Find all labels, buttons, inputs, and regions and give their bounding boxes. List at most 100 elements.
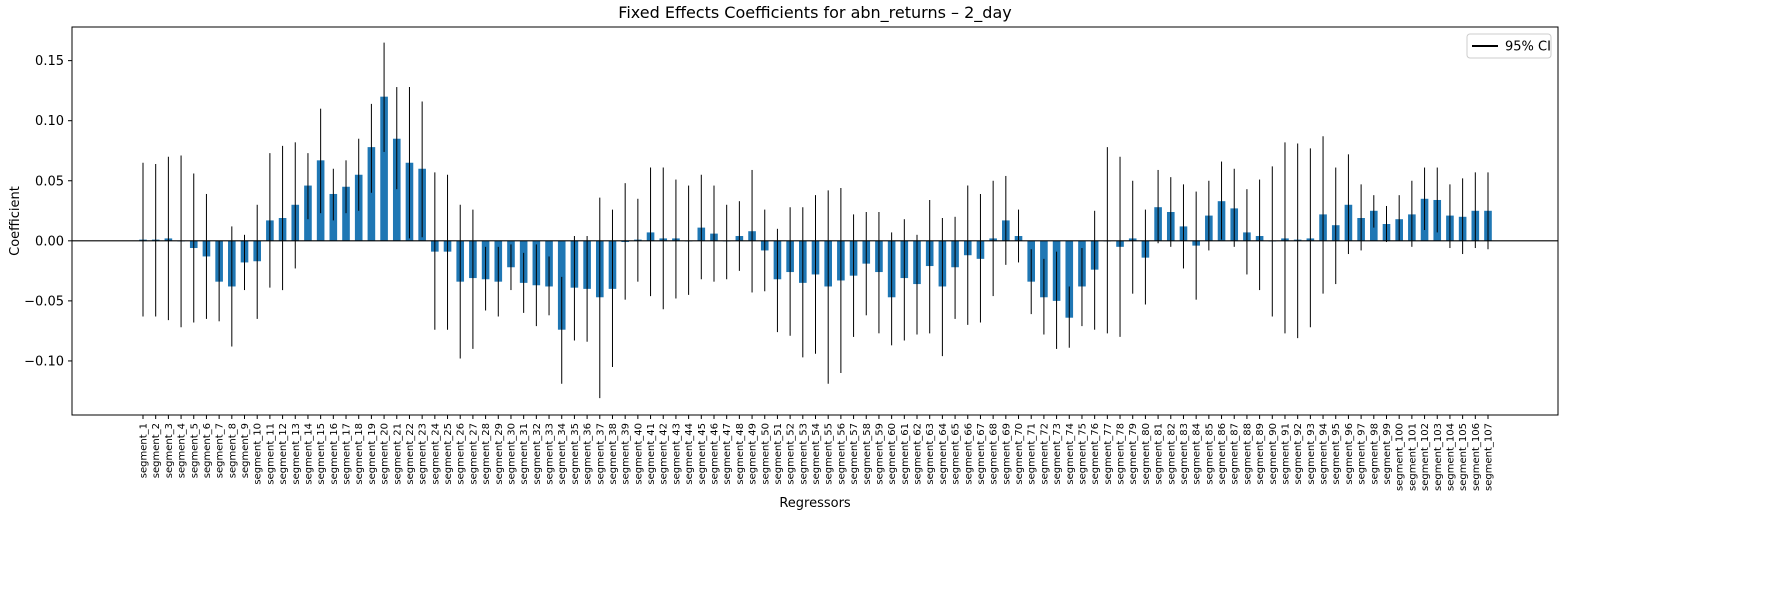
x-tick-label-segment_50: segment_50 xyxy=(760,423,771,485)
x-tick-label-segment_7: segment_7 xyxy=(215,423,226,478)
x-tick-label-segment_9: segment_9 xyxy=(240,423,251,478)
x-tick-label-segment_37: segment_37 xyxy=(595,423,606,485)
x-tick-label-segment_43: segment_43 xyxy=(671,423,682,485)
x-tick-label-segment_100: segment_100 xyxy=(1395,423,1406,491)
x-tick-label-segment_58: segment_58 xyxy=(862,423,873,485)
x-tick-label-segment_82: segment_82 xyxy=(1166,423,1177,485)
x-tick-label-segment_11: segment_11 xyxy=(265,423,276,485)
x-axis-ticks: segment_1 segment_2 segment_3 segment_4 segm… xyxy=(139,415,1495,491)
x-tick-label-segment_75: segment_75 xyxy=(1077,423,1088,485)
x-tick-label-segment_40: segment_40 xyxy=(633,423,644,485)
x-tick-label-segment_63: segment_63 xyxy=(925,423,936,485)
x-tick-label-segment_51: segment_51 xyxy=(773,423,784,485)
x-tick-label-segment_26: segment_26 xyxy=(456,423,467,485)
y-tick-label: 0.05 xyxy=(35,174,64,189)
x-tick-label-segment_6: segment_6 xyxy=(202,423,213,478)
legend-label-ci: 95% CI xyxy=(1505,40,1551,55)
x-tick-label-segment_16: segment_16 xyxy=(329,423,340,485)
x-tick-label-segment_47: segment_47 xyxy=(722,423,733,485)
x-tick-label-segment_34: segment_34 xyxy=(557,423,568,485)
x-tick-label-segment_8: segment_8 xyxy=(227,423,238,478)
x-tick-label-segment_68: segment_68 xyxy=(989,423,1000,485)
x-tick-label-segment_60: segment_60 xyxy=(887,423,898,485)
x-tick-label-segment_98: segment_98 xyxy=(1369,423,1380,485)
x-tick-label-segment_5: segment_5 xyxy=(189,423,200,478)
x-tick-label-segment_21: segment_21 xyxy=(392,423,403,485)
x-tick-label-segment_4: segment_4 xyxy=(177,423,188,478)
x-tick-label-segment_88: segment_88 xyxy=(1242,423,1253,485)
x-tick-label-segment_39: segment_39 xyxy=(621,423,632,485)
x-tick-label-segment_32: segment_32 xyxy=(532,423,543,485)
x-tick-label-segment_54: segment_54 xyxy=(811,423,822,485)
x-tick-label-segment_87: segment_87 xyxy=(1230,423,1241,485)
x-tick-label-segment_45: segment_45 xyxy=(697,423,708,485)
x-axis-label: Regressors xyxy=(779,496,851,511)
legend-box xyxy=(1466,33,1552,59)
x-tick-label-segment_97: segment_97 xyxy=(1357,423,1368,485)
y-tick-label: −0.05 xyxy=(24,294,64,309)
x-tick-label-segment_12: segment_12 xyxy=(278,423,289,485)
x-tick-label-segment_35: segment_35 xyxy=(570,423,581,485)
x-tick-label-segment_53: segment_53 xyxy=(798,423,809,485)
x-tick-label-segment_61: segment_61 xyxy=(900,423,911,485)
x-tick-label-segment_93: segment_93 xyxy=(1306,423,1317,485)
x-tick-label-segment_52: segment_52 xyxy=(786,423,797,485)
x-tick-label-segment_106: segment_106 xyxy=(1471,423,1482,491)
x-tick-label-segment_49: segment_49 xyxy=(748,423,759,485)
bar-segment_74 xyxy=(1065,240,1074,318)
x-tick-label-segment_59: segment_59 xyxy=(874,423,885,485)
x-tick-label-segment_33: segment_33 xyxy=(545,423,556,485)
x-tick-label-segment_57: segment_57 xyxy=(849,423,860,485)
plot-frame xyxy=(71,26,1559,416)
x-tick-label-segment_42: segment_42 xyxy=(659,423,670,485)
x-tick-label-segment_25: segment_25 xyxy=(443,423,454,485)
x-tick-label-segment_67: segment_67 xyxy=(976,423,987,485)
x-tick-label-segment_30: segment_30 xyxy=(506,423,517,485)
x-tick-label-segment_17: segment_17 xyxy=(342,423,353,485)
x-tick-label-segment_29: segment_29 xyxy=(494,423,505,485)
x-tick-label-segment_23: segment_23 xyxy=(418,423,429,485)
x-tick-label-segment_81: segment_81 xyxy=(1154,423,1165,485)
x-tick-label-segment_10: segment_10 xyxy=(253,423,264,485)
x-tick-label-segment_15: segment_15 xyxy=(316,423,327,485)
x-tick-label-segment_70: segment_70 xyxy=(1014,423,1025,485)
x-tick-label-segment_105: segment_105 xyxy=(1458,423,1469,491)
x-tick-label-segment_104: segment_104 xyxy=(1445,423,1456,491)
x-tick-label-segment_84: segment_84 xyxy=(1192,423,1203,485)
bar-segment_20 xyxy=(380,96,388,241)
x-tick-label-segment_3: segment_3 xyxy=(164,423,175,478)
y-axis-ticks: −0.10 −0.05 0.00 0.05 0.10 0.15 xyxy=(24,54,72,369)
x-tick-label-segment_20: segment_20 xyxy=(380,423,391,485)
x-tick-label-segment_19: segment_19 xyxy=(367,423,378,485)
x-tick-label-segment_41: segment_41 xyxy=(646,423,657,485)
x-tick-label-segment_48: segment_48 xyxy=(735,423,746,485)
x-tick-label-segment_55: segment_55 xyxy=(824,423,835,485)
bar-segment_19 xyxy=(367,147,376,241)
x-tick-label-segment_96: segment_96 xyxy=(1344,423,1355,485)
x-tick-label-segment_83: segment_83 xyxy=(1179,423,1190,485)
x-tick-label-segment_14: segment_14 xyxy=(303,423,314,485)
x-tick-label-segment_36: segment_36 xyxy=(583,423,594,485)
bar-segment_21 xyxy=(392,138,401,241)
legend: 95% CI xyxy=(1466,33,1552,59)
x-tick-label-segment_1: segment_1 xyxy=(139,423,150,478)
x-tick-label-segment_22: segment_22 xyxy=(405,423,416,485)
plot-area xyxy=(72,42,1558,399)
x-tick-label-segment_71: segment_71 xyxy=(1027,423,1038,485)
x-tick-label-segment_101: segment_101 xyxy=(1407,423,1418,491)
x-tick-label-segment_80: segment_80 xyxy=(1141,423,1152,485)
x-tick-label-segment_103: segment_103 xyxy=(1433,423,1444,491)
bar-segment_17 xyxy=(342,186,350,241)
x-tick-label-segment_91: segment_91 xyxy=(1280,423,1291,485)
x-tick-label-segment_46: segment_46 xyxy=(709,423,720,485)
x-tick-label-segment_90: segment_90 xyxy=(1268,423,1279,485)
x-tick-label-segment_24: segment_24 xyxy=(430,423,441,485)
x-tick-label-segment_56: segment_56 xyxy=(836,423,847,485)
x-tick-label-segment_13: segment_13 xyxy=(291,423,302,485)
x-tick-label-segment_27: segment_27 xyxy=(468,423,479,485)
x-tick-label-segment_74: segment_74 xyxy=(1065,423,1076,485)
x-tick-label-segment_62: segment_62 xyxy=(913,423,924,485)
x-tick-label-segment_66: segment_66 xyxy=(963,423,974,485)
x-tick-label-segment_69: segment_69 xyxy=(1001,423,1012,485)
